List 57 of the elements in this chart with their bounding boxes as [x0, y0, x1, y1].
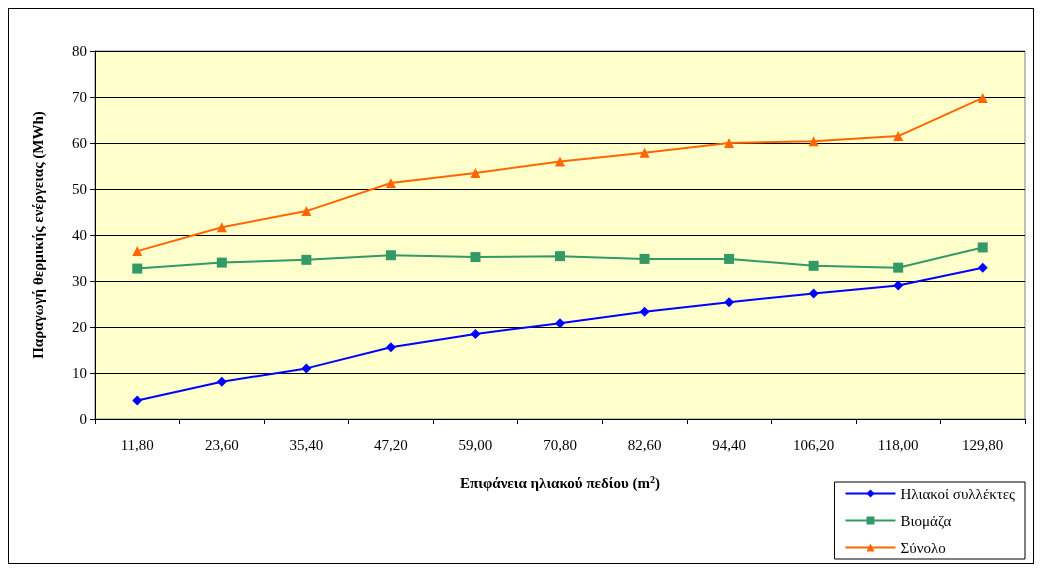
point [724, 138, 735, 148]
x-tick-label: 106,20 [793, 436, 835, 453]
y-tick-label: 80 [72, 43, 87, 59]
legend-label: Βιομάζα [900, 512, 952, 529]
point [893, 280, 904, 291]
point [301, 206, 312, 217]
x-tick-label: 11,80 [120, 436, 154, 453]
point [385, 178, 396, 189]
x-tick-label: 70,80 [543, 436, 577, 453]
point [808, 288, 819, 299]
point [893, 262, 904, 273]
point [132, 246, 143, 257]
point [385, 250, 396, 261]
point [724, 297, 735, 308]
y-tick-label: 70 [72, 89, 87, 105]
y-tick-label: 0 [79, 411, 87, 427]
point [639, 306, 650, 317]
y-tick-label: 40 [72, 227, 87, 243]
point [639, 253, 650, 264]
x-tick-label: 118,00 [877, 436, 919, 453]
point [977, 92, 988, 103]
point [555, 318, 565, 329]
point [301, 254, 312, 265]
y-tick-label: 20 [72, 319, 87, 335]
y-axis-title: Παραγωγή θερμικής ενέργειας (MWh) [29, 111, 47, 359]
point [977, 262, 988, 273]
y-tick-label: 10 [72, 365, 87, 381]
point [555, 251, 565, 262]
point [385, 342, 396, 353]
point [893, 131, 904, 142]
point [132, 263, 143, 274]
point [808, 260, 819, 271]
point [555, 156, 565, 167]
y-tick-label: 30 [72, 273, 87, 289]
point [470, 252, 481, 263]
point [724, 253, 735, 264]
point [639, 147, 650, 158]
x-tick-label: 82,60 [627, 436, 662, 453]
point [216, 257, 227, 268]
legend-label: Ηλιακοί συλλέκτες [900, 485, 1016, 502]
x-tick-label: 47,20 [374, 436, 408, 453]
x-tick-label: 35,40 [289, 436, 324, 453]
x-tick-label: 129,80 [962, 436, 1004, 453]
point [470, 328, 481, 339]
x-tick-label: 94,40 [712, 436, 746, 453]
point [301, 363, 312, 374]
y-tick-label: 60 [72, 135, 87, 151]
x-tick-label: 23,60 [204, 436, 239, 453]
point [808, 136, 819, 147]
x-tick-label: 59,00 [458, 436, 493, 453]
y-tick-label: 50 [72, 181, 87, 197]
point [216, 222, 227, 233]
point [216, 376, 227, 387]
point [132, 395, 143, 406]
legend-label: Σύνολο [900, 539, 946, 556]
point [977, 242, 988, 253]
point [470, 167, 481, 178]
